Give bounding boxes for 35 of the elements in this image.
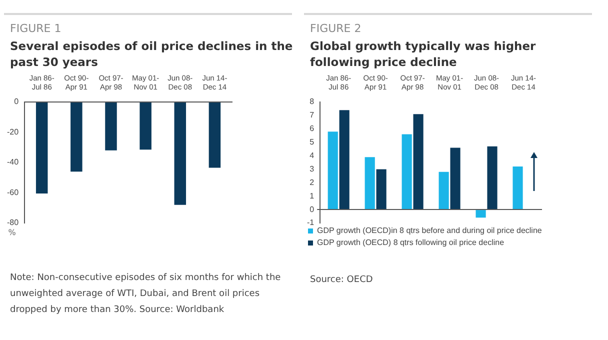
y-tick-label: 1 [310, 191, 315, 200]
y-tick-label: -40 [7, 158, 20, 167]
text: Note: Non-consecutive episodes of six months for which the unweighted average of WTI, Dubai, and Brent oil prices dropped by more than 30%. Source: Worldbank [10, 272, 282, 317]
chart-title: Global growth typically was higher following price decline [310, 38, 537, 70]
chart-subtitle: FIGURE 1 [10, 22, 62, 35]
bar [413, 114, 424, 210]
y-tick-label: 0 [14, 97, 20, 106]
bar [438, 172, 449, 210]
y-tick-label: 0 [310, 204, 315, 214]
y-tick-label: -80 [7, 218, 20, 228]
y-tick-label: 5 [310, 138, 315, 147]
bar [512, 166, 523, 210]
bar [364, 157, 375, 210]
bar [402, 134, 412, 210]
chart-title: Several episodes of oil price declines in the past 30 years [10, 38, 294, 70]
chart-subtitle: FIGURE 2 [310, 22, 362, 35]
source-note: Source: OECD [310, 274, 374, 287]
bar [376, 169, 386, 210]
bar [476, 210, 486, 218]
bar [450, 148, 460, 210]
y-axis-title: % [8, 228, 16, 237]
legend-label: GDP growth (OECD) 8 qtrs following oil price decline [317, 238, 505, 248]
y-tick-label: -20 [7, 127, 20, 136]
bar [328, 132, 338, 210]
y-tick-label: 6 [310, 124, 315, 134]
bar [339, 110, 350, 210]
y-tick-label: -60 [7, 188, 20, 197]
y-tick-label: 8 [310, 97, 315, 106]
y-tick-label: -1 [306, 218, 315, 228]
legend-label: GDP growth (OECD)in 8 qtrs before and during oil price decline [317, 226, 542, 236]
y-tick-label: 4 [310, 150, 315, 160]
y-tick-label: 7 [310, 110, 315, 120]
bar [487, 146, 498, 210]
y-tick-label: 3 [310, 164, 315, 174]
y-tick-label: 2 [310, 178, 315, 187]
